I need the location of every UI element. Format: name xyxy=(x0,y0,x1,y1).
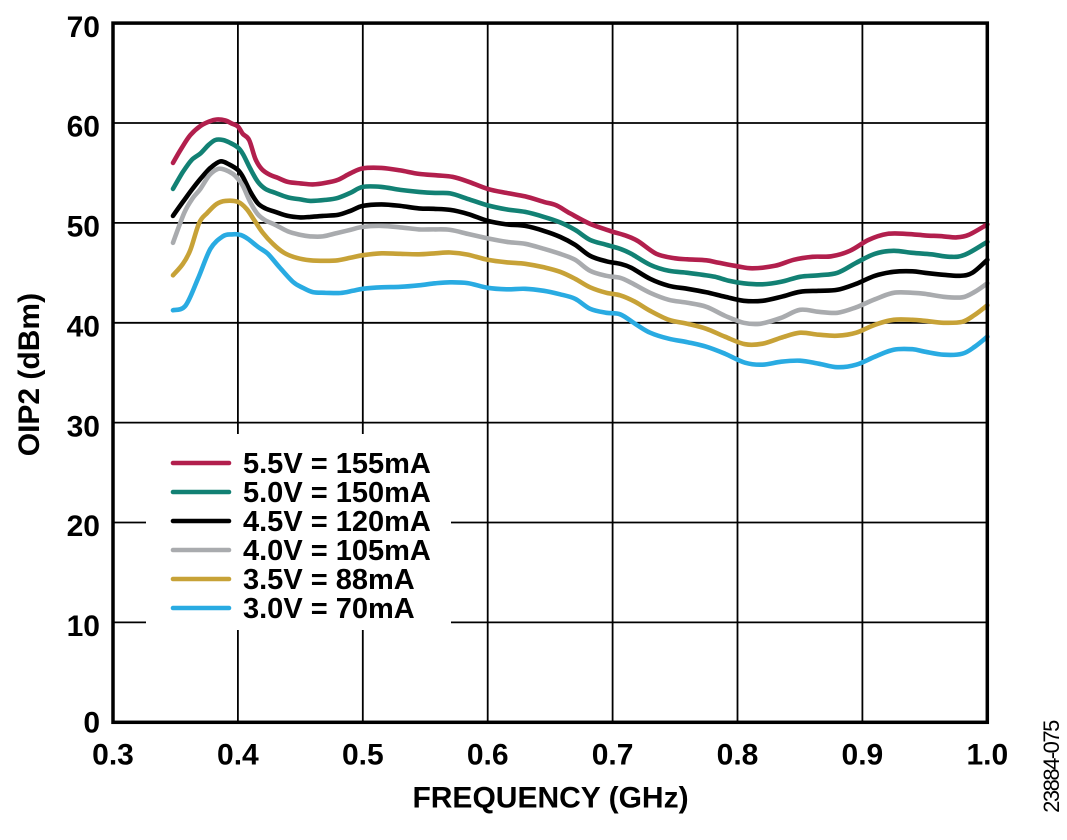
svg-text:0.7: 0.7 xyxy=(592,739,634,772)
svg-text:0.8: 0.8 xyxy=(717,739,759,772)
svg-text:OIP2 (dBm): OIP2 (dBm) xyxy=(13,293,46,456)
svg-text:0: 0 xyxy=(83,706,100,739)
svg-text:3.0V = 70mA: 3.0V = 70mA xyxy=(243,593,415,625)
svg-text:30: 30 xyxy=(67,410,100,443)
svg-text:FREQUENCY (GHz): FREQUENCY (GHz) xyxy=(412,781,688,814)
svg-text:3.5V = 88mA: 3.5V = 88mA xyxy=(243,564,415,596)
svg-text:5.0V = 150mA: 5.0V = 150mA xyxy=(243,477,431,509)
svg-text:1.0: 1.0 xyxy=(966,739,1008,772)
svg-text:40: 40 xyxy=(67,311,100,344)
svg-text:0.5: 0.5 xyxy=(342,739,384,772)
svg-text:0.3: 0.3 xyxy=(92,739,134,772)
svg-text:10: 10 xyxy=(67,610,100,643)
svg-text:4.5V = 120mA: 4.5V = 120mA xyxy=(243,506,431,538)
svg-text:60: 60 xyxy=(67,111,100,144)
svg-text:0.4: 0.4 xyxy=(217,739,259,772)
svg-text:50: 50 xyxy=(67,211,100,244)
svg-text:23884-075: 23884-075 xyxy=(1039,720,1064,813)
svg-text:20: 20 xyxy=(67,510,100,543)
svg-text:0.6: 0.6 xyxy=(467,739,509,772)
svg-text:4.0V = 105mA: 4.0V = 105mA xyxy=(243,535,431,567)
svg-text:0.9: 0.9 xyxy=(842,739,884,772)
svg-text:70: 70 xyxy=(67,11,100,44)
svg-text:5.5V = 155mA: 5.5V = 155mA xyxy=(243,448,431,480)
